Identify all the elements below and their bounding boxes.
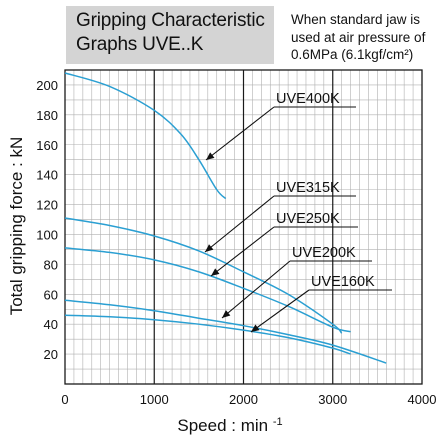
tick-labels: 0 1000 2000 3000 4000 20 40 60 80 100 120 140 160 180… (36, 78, 436, 407)
curve-uve160k (64, 314, 351, 355)
x-tick-label: 1000 (140, 392, 169, 407)
series-label-leader-uve250k (210, 226, 275, 277)
x-axis-title: Speed : min -1 (177, 416, 282, 435)
y-tick-label: 120 (36, 198, 58, 213)
series-label-arrowhead-uve315k (205, 244, 214, 252)
y-tick-label: 40 (44, 317, 58, 332)
series-label-arrowhead-uve160k (251, 324, 260, 332)
x-tick-label: 0 (61, 392, 68, 407)
series-label-leader-uve160k (250, 289, 310, 333)
chart-title: Gripping Characteristic Graphs UVE..K (76, 10, 265, 55)
series-labels: UVE400K UVE315K UVE250K UVE200K UVE160K (204, 91, 392, 333)
series-label-arrowhead-uve400k (206, 152, 215, 160)
pressure-note: When standard jaw is used at air pressur… (291, 12, 426, 62)
y-tick-label: 60 (44, 287, 58, 302)
y-tick-label: 140 (36, 168, 58, 183)
y-tick-label: 20 (44, 347, 58, 362)
curve-uve200k (64, 299, 387, 364)
series-label-arrowhead-uve250k (211, 268, 220, 276)
title-box (66, 6, 274, 64)
plot-frame (64, 69, 423, 385)
x-tick-label: 3000 (318, 392, 347, 407)
series-label-leader-uve315k (204, 195, 275, 253)
series-label-uve200k: UVE200K (292, 245, 356, 261)
series-label-uve160k: UVE160K (311, 274, 375, 290)
x-axis-title-main: Speed : min (177, 416, 268, 435)
series-label-leader-uve200k (221, 260, 291, 319)
y-tick-label: 180 (36, 108, 58, 123)
x-axis-title-exponent: -1 (273, 416, 283, 428)
series-label-uve400k: UVE400K (276, 91, 340, 107)
curve-uve400k (64, 72, 227, 200)
x-tick-label: 2000 (229, 392, 258, 407)
y-axis-title: Total gripping force : kN (7, 137, 26, 316)
series-label-arrowhead-uve200k (222, 310, 231, 318)
y-tick-label: 160 (36, 138, 58, 153)
curve-uve250k (64, 247, 351, 333)
curve-uve315k (64, 217, 343, 334)
series-label-uve315k: UVE315K (276, 180, 340, 196)
series-label-uve250k: UVE250K (276, 211, 340, 227)
series-label-leader-uve400k (205, 106, 275, 161)
x-tick-label: 4000 (408, 392, 437, 407)
y-tick-label: 100 (36, 227, 58, 242)
curves (64, 72, 387, 364)
y-tick-label: 80 (44, 257, 58, 272)
y-tick-label: 200 (36, 78, 58, 93)
